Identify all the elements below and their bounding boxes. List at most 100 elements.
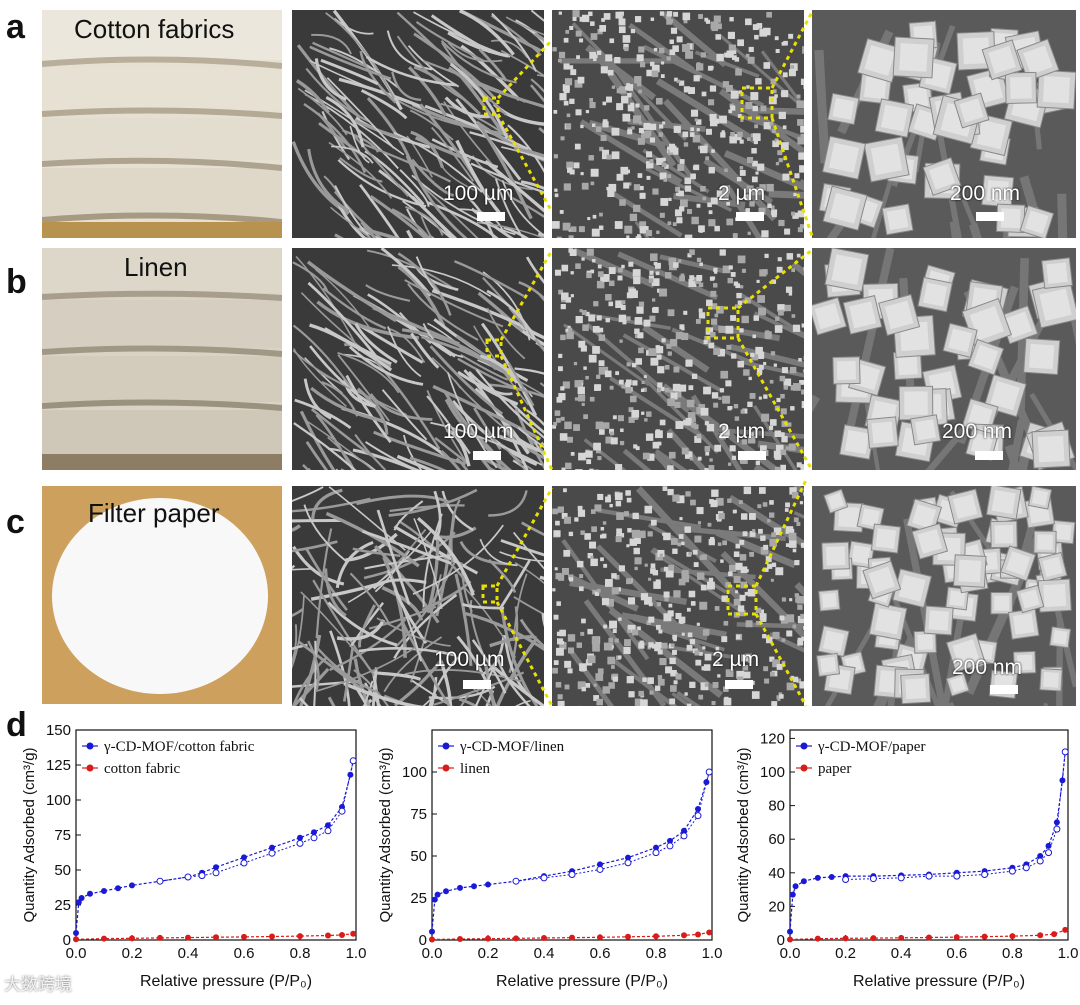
photo-label-cotton: Cotton fabrics [74,14,235,44]
scale-label-b1: 100 µm [443,420,514,443]
series-point-1 [653,933,659,940]
series-point-0 [625,854,631,861]
y-axis-label: Quantity Adsorbed (cm³/g) [21,747,38,922]
isotherm-chart-cotton: 0.0 0.2 0.4 0.6 0.8 1.0 0 25 50 75 100 125 150 Relati… [0,718,368,1005]
zoom-box-c1 [481,584,499,604]
sem-image-c2-mof-coated-fiber [552,486,804,706]
legend-swatch-marker [86,742,94,750]
desorption-point-0 [296,839,304,847]
series-point-1 [297,933,303,940]
y-tick-label: 40 [768,865,785,882]
desorption-point-0 [1061,748,1069,756]
series-point-0 [792,883,799,890]
x-tick-label: 0.8 [1002,945,1023,962]
series-point-1 [129,935,135,942]
x-tick-label: 0.6 [590,945,611,962]
scale-label-c1: 100 µm [434,648,505,671]
legend-swatch-marker [442,742,450,750]
x-tick-label: 0.4 [178,945,199,962]
legend-swatch-marker [86,764,94,772]
y-tick-label: 60 [768,831,785,848]
desorption-point-0 [568,870,576,878]
series-point-1 [569,934,575,941]
series-point-1 [1009,933,1016,940]
desorption-point-0 [666,842,674,850]
series-point-1 [157,934,163,941]
x-tick-label: 0.0 [422,945,443,962]
zoom-connector-lines [481,11,814,707]
scale-bar-c2 [725,680,753,689]
series-point-0 [1053,819,1060,826]
x-tick-label: 0.6 [234,945,255,962]
scale-label-b3: 200 nm [942,420,1013,443]
desorption-point-0 [897,874,905,882]
series-point-1 [339,931,345,938]
x-tick-label: 1.0 [346,945,367,962]
x-tick-label: 0.4 [534,945,555,962]
series-point-0 [814,874,821,881]
series-line-1 [431,931,710,941]
series-point-0 [471,883,477,890]
desorption-point-0 [1022,864,1030,872]
y-tick-label: 75 [54,827,71,844]
x-tick-label: 0.8 [290,945,311,962]
sem-image-b3-mof-crystals [812,248,1076,470]
series-point-1 [787,936,793,943]
y-tick-label: 20 [768,898,785,915]
series-line-0 [431,771,710,932]
series-point-0 [311,829,317,836]
x-tick-label: 0.4 [891,945,912,962]
series-point-1 [814,935,821,942]
series-point-0 [87,890,93,897]
y-tick-label: 0 [777,932,785,949]
series-point-1 [706,929,713,936]
series-point-0 [78,895,85,901]
series-point-1 [681,932,687,939]
scale-bar-a1 [477,212,505,221]
series-point-0 [800,878,807,885]
y-tick-label: 50 [410,848,427,865]
series-point-1 [597,934,603,941]
zoom-box-b2 [706,306,740,340]
series-point-1 [1051,931,1058,938]
desorption-point-0 [212,869,220,877]
series-point-0 [787,928,793,935]
panel-letter-c: c [6,503,25,541]
series-line-0 [789,751,1066,932]
y-tick-label: 120 [760,730,785,747]
photo-label-linen: Linen [124,252,188,282]
series-point-1 [457,935,463,942]
y-tick-label: 0 [63,932,71,949]
y-tick-label: 0 [419,932,427,949]
y-tick-label: 150 [46,722,71,739]
series-point-0 [429,928,435,935]
y-tick-label: 100 [760,764,785,781]
x-tick-label: 0.8 [646,945,667,962]
series-point-0 [485,881,491,888]
legend-entry: γ-CD-MOF/cotton fabric [103,739,255,755]
desorption-point-0 [1036,857,1044,865]
series-point-0 [443,888,449,895]
panel-letter-b: b [6,263,27,301]
desorption-point-0 [694,812,702,820]
isotherm-chart-paper: 0.0 0.2 0.4 0.6 0.8 1.0 0 20 40 60 80 100 120 Relativ… [724,718,1080,1005]
series-point-0 [828,874,835,880]
y-tick-label: 50 [54,862,71,879]
legend-swatch-marker [442,764,450,772]
series-point-1 [695,931,701,938]
scale-label-a2: 2 µm [718,182,766,205]
series-point-0 [129,882,135,889]
scale-label-c3: 200 nm [952,656,1023,679]
sem-image-b2-mof-coated-fiber [552,248,804,470]
scale-bar-c1 [463,680,491,689]
isotherm-chart-linen: 0.0 0.2 0.4 0.6 0.8 1.0 0 25 50 75 100 Relative pre… [368,718,724,1005]
desorption-point-0 [842,876,850,884]
series-point-0 [347,771,354,778]
legend-entry: cotton fabric [104,761,181,777]
series-line-1 [75,933,354,940]
series-point-0 [73,930,79,936]
series-point-1 [241,933,247,940]
legend-entry: γ-CD-MOF/linen [459,739,565,755]
series-point-1 [981,933,988,940]
series-point-0 [789,891,796,898]
